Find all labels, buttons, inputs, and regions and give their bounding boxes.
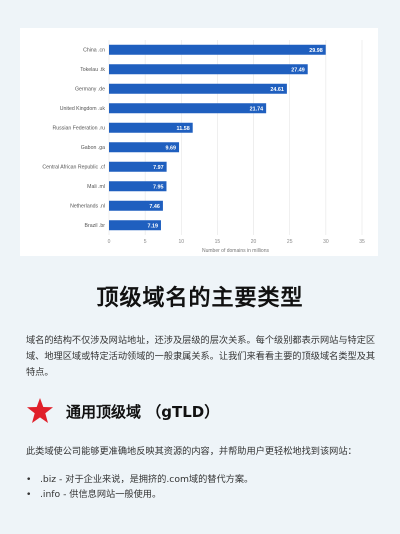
bullet-list: • .biz - 对于企业来说，是拥挤的.com域的替代方案。 • .info … [26,472,253,502]
category-label: Netherlands .nl [70,204,105,210]
x-tick-label: 10 [179,239,185,245]
data-label: 7.95 [153,184,164,190]
list-item: • .info - 供信息网站一般使用。 [26,487,253,502]
category-label: Mali .ml [87,184,105,190]
data-label: 7.19 [147,223,158,229]
list-item-text: .biz - 对于企业来说，是拥挤的.com域的替代方案。 [40,474,254,485]
section-title: 通用顶级域 （gTLD） [66,402,220,421]
bar [109,181,167,192]
category-label: China .cn [83,48,105,54]
category-label: Russian Federation .ru [53,126,106,132]
category-label: Germany .de [75,87,105,93]
data-label: 27.49 [291,67,305,73]
data-label: 21.74 [250,106,264,112]
section-heading: 通用顶级域 （gTLD） [26,396,219,426]
star-icon [27,398,53,423]
x-tick-label: 20 [251,239,257,245]
data-label: 7.46 [149,204,160,210]
bar [109,122,193,133]
bar [109,44,326,55]
page-title: 顶级域名的主要类型 [96,286,304,311]
bar [109,200,163,211]
x-tick-label: 35 [359,239,365,245]
category-label: Brazil .br [85,223,106,229]
x-tick-label: 25 [287,239,293,245]
category-label: Tokelau .tk [80,67,105,73]
x-tick-label: 15 [215,239,221,245]
bar [109,83,287,94]
bar [109,220,161,231]
bar-chart: 0 5 10 15 20 25 30 35 China .cn 29.98 Tokelau .tk 2… [42,40,365,254]
bar [109,103,267,114]
bar [109,64,308,75]
bar [109,161,167,172]
data-label: 24.61 [270,87,284,93]
bar [109,142,180,153]
chart-card: 0 5 10 15 20 25 30 35 China .cn 29.98 Tokelau .tk 2… [20,28,378,256]
intro-paragraph: 域名的结构不仅涉及网站地址，还涉及层级的层次关系。每个级别都表示网站与特定区域、… [26,335,376,378]
x-axis-title: Number of domains in millions [202,248,269,254]
x-tick-label: 30 [323,239,329,245]
x-tick-label: 5 [144,239,147,245]
data-label: 7.97 [153,165,164,171]
data-label: 9.69 [166,145,177,151]
category-label: Gabon .ga [81,145,105,151]
bullet-marker: • [26,474,32,485]
category-label: United Kingdom .uk [60,106,106,112]
bullet-marker: • [26,489,32,500]
section-description: 此类域使公司能够更准确地反映其资源的内容，并帮助用户更轻松地找到该网站： [26,446,357,457]
data-label: 29.98 [309,48,323,54]
list-item: • .biz - 对于企业来说，是拥挤的.com域的替代方案。 [26,472,253,487]
data-label: 11.58 [177,126,190,132]
x-tick-label: 0 [108,239,111,245]
list-item-text: .info - 供信息网站一般使用。 [40,489,162,500]
category-label: Central African Republic .cf [42,165,105,171]
